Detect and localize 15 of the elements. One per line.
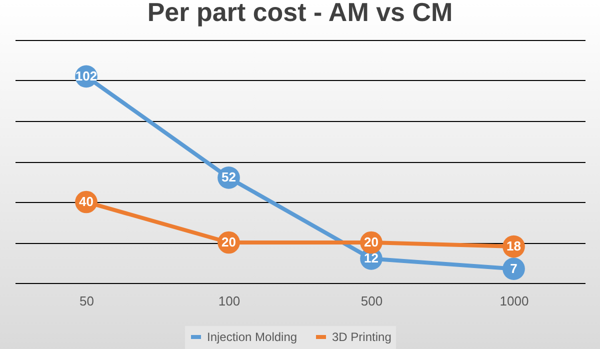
x-tick-label: 100: [218, 294, 240, 308]
x-tick-label: 500: [360, 294, 383, 308]
data-label: 12: [364, 250, 378, 266]
data-label: 102: [75, 68, 98, 84]
chart-title: Per part cost - AM vs CM: [147, 0, 453, 27]
x-tick-label: 50: [80, 294, 94, 308]
data-label: 20: [222, 234, 236, 250]
legend-label: Injection Molding: [207, 330, 298, 344]
data-label: 20: [364, 234, 378, 250]
data-label: 18: [506, 238, 521, 254]
legend-label: 3D Printing: [332, 330, 392, 344]
data-label: 7: [510, 260, 518, 276]
x-tick-label: 1000: [500, 294, 529, 308]
data-label: 40: [79, 194, 94, 209]
data-label: 52: [222, 170, 236, 185]
